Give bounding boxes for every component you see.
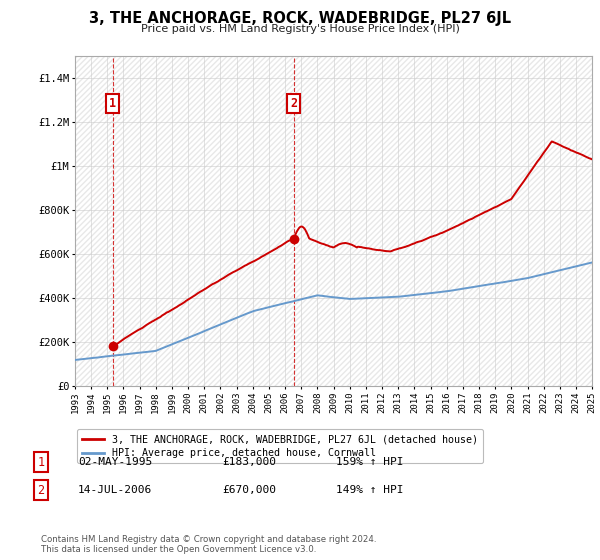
Text: 159% ↑ HPI: 159% ↑ HPI — [336, 457, 404, 467]
Text: 1: 1 — [37, 455, 44, 469]
Text: Price paid vs. HM Land Registry's House Price Index (HPI): Price paid vs. HM Land Registry's House … — [140, 24, 460, 34]
Text: 1: 1 — [109, 97, 116, 110]
Text: 14-JUL-2006: 14-JUL-2006 — [78, 485, 152, 495]
Text: £670,000: £670,000 — [222, 485, 276, 495]
Text: Contains HM Land Registry data © Crown copyright and database right 2024.
This d: Contains HM Land Registry data © Crown c… — [41, 535, 376, 554]
Text: 2: 2 — [290, 97, 298, 110]
Text: 149% ↑ HPI: 149% ↑ HPI — [336, 485, 404, 495]
Text: 3, THE ANCHORAGE, ROCK, WADEBRIDGE, PL27 6JL: 3, THE ANCHORAGE, ROCK, WADEBRIDGE, PL27… — [89, 11, 511, 26]
Text: £183,000: £183,000 — [222, 457, 276, 467]
Legend: 3, THE ANCHORAGE, ROCK, WADEBRIDGE, PL27 6JL (detached house), HPI: Average pric: 3, THE ANCHORAGE, ROCK, WADEBRIDGE, PL27… — [77, 430, 484, 463]
Text: 2: 2 — [37, 483, 44, 497]
Text: 02-MAY-1995: 02-MAY-1995 — [78, 457, 152, 467]
